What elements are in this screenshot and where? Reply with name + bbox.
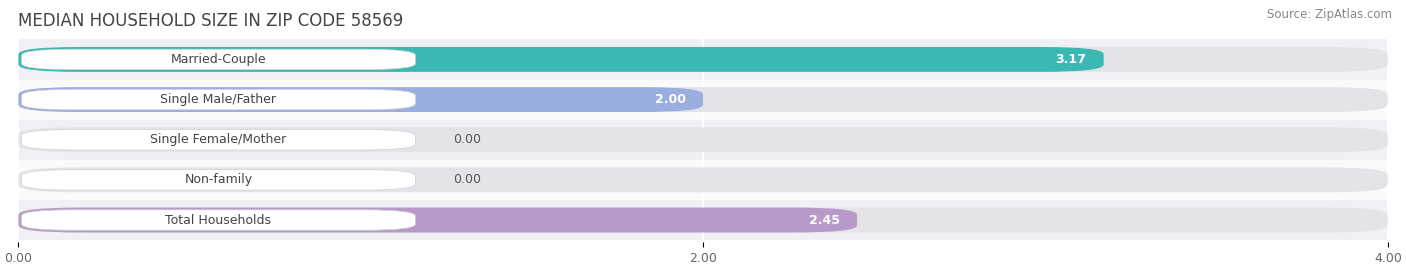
FancyBboxPatch shape (21, 89, 415, 110)
Bar (18, 39, 1388, 80)
Bar (18, 200, 1388, 240)
Text: 2.00: 2.00 (655, 93, 686, 106)
FancyBboxPatch shape (18, 87, 703, 112)
Bar (18, 120, 1388, 160)
FancyBboxPatch shape (18, 87, 1388, 112)
FancyBboxPatch shape (21, 129, 415, 150)
FancyBboxPatch shape (21, 170, 415, 190)
Bar (18, 160, 1388, 200)
Text: Single Male/Father: Single Male/Father (160, 93, 277, 106)
Text: Non-family: Non-family (184, 174, 253, 186)
FancyBboxPatch shape (18, 47, 1388, 72)
FancyBboxPatch shape (21, 210, 415, 230)
Bar (18, 80, 1388, 120)
Text: 0.00: 0.00 (453, 174, 481, 186)
Text: Married-Couple: Married-Couple (170, 53, 266, 66)
FancyBboxPatch shape (18, 127, 1388, 152)
Text: 0.00: 0.00 (453, 133, 481, 146)
Text: 2.45: 2.45 (808, 214, 839, 226)
Text: 3.17: 3.17 (1056, 53, 1087, 66)
FancyBboxPatch shape (21, 49, 415, 70)
Text: Single Female/Mother: Single Female/Mother (150, 133, 287, 146)
Text: Source: ZipAtlas.com: Source: ZipAtlas.com (1267, 8, 1392, 21)
Text: Total Households: Total Households (166, 214, 271, 226)
FancyBboxPatch shape (18, 167, 1388, 192)
FancyBboxPatch shape (18, 47, 1104, 72)
FancyBboxPatch shape (18, 208, 1388, 232)
FancyBboxPatch shape (18, 208, 858, 232)
Text: MEDIAN HOUSEHOLD SIZE IN ZIP CODE 58569: MEDIAN HOUSEHOLD SIZE IN ZIP CODE 58569 (18, 12, 404, 30)
